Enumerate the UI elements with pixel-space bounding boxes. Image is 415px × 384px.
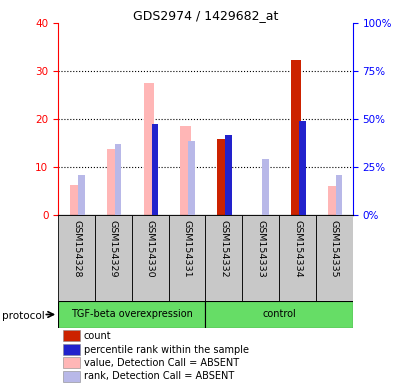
Bar	[299, 121, 305, 215]
Text: GSM154335: GSM154335	[330, 220, 339, 278]
Bar	[291, 61, 301, 215]
Bar	[279, 215, 316, 301]
Bar	[316, 215, 353, 301]
Title: GDS2974 / 1429682_at: GDS2974 / 1429682_at	[133, 9, 278, 22]
Text: value, Detection Call = ABSENT: value, Detection Call = ABSENT	[84, 358, 239, 368]
Bar	[168, 215, 205, 301]
Bar	[144, 83, 154, 215]
Text: GSM154328: GSM154328	[72, 220, 81, 278]
Bar	[336, 175, 342, 215]
Bar	[78, 175, 85, 215]
Bar	[262, 159, 269, 215]
Bar	[58, 215, 95, 301]
Bar	[63, 330, 80, 341]
Bar	[58, 301, 205, 328]
Text: count: count	[84, 331, 112, 341]
Bar	[205, 301, 353, 328]
Text: protocol: protocol	[2, 311, 45, 321]
Text: GSM154330: GSM154330	[146, 220, 155, 278]
Text: TGF-beta overexpression: TGF-beta overexpression	[71, 310, 193, 319]
Text: GSM154333: GSM154333	[256, 220, 265, 278]
Text: GSM154332: GSM154332	[220, 220, 228, 278]
Text: percentile rank within the sample: percentile rank within the sample	[84, 344, 249, 354]
Bar	[225, 136, 232, 215]
Bar	[205, 215, 242, 301]
Bar	[63, 371, 80, 382]
Bar	[328, 186, 338, 215]
Bar	[242, 215, 279, 301]
Bar	[70, 185, 80, 215]
Bar	[63, 344, 80, 355]
Text: control: control	[262, 310, 296, 319]
Bar	[132, 215, 168, 301]
Text: GSM154331: GSM154331	[183, 220, 191, 278]
Bar	[95, 215, 132, 301]
Bar	[151, 124, 158, 215]
Text: rank, Detection Call = ABSENT: rank, Detection Call = ABSENT	[84, 371, 234, 381]
Bar	[188, 141, 195, 215]
Bar	[63, 357, 80, 368]
Bar	[217, 139, 227, 215]
Bar	[181, 126, 191, 215]
Text: GSM154334: GSM154334	[293, 220, 302, 278]
Bar	[107, 149, 117, 215]
Bar	[115, 144, 122, 215]
Text: GSM154329: GSM154329	[109, 220, 118, 278]
